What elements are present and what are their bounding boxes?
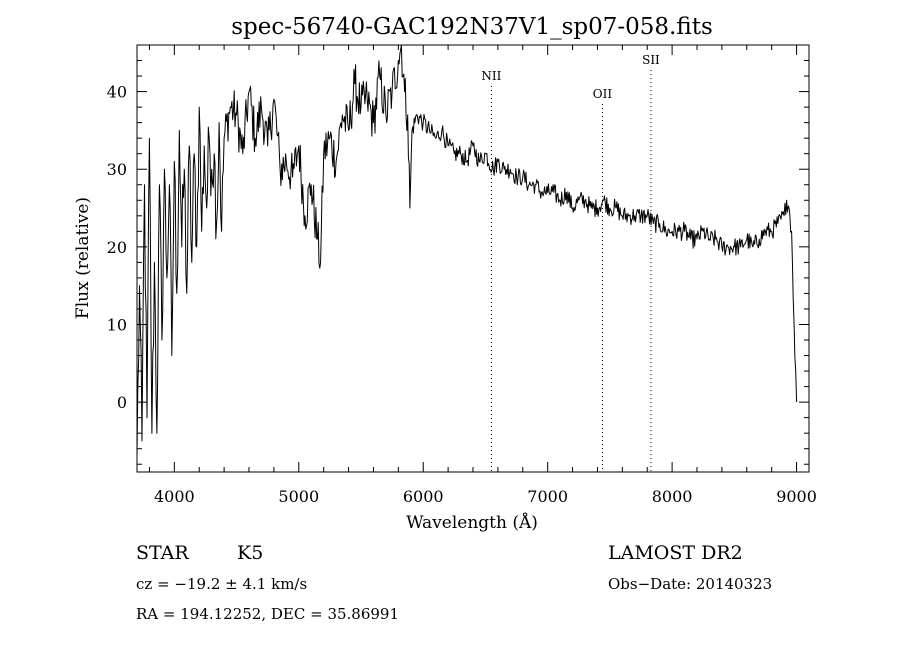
- y-tick-label: 0: [117, 393, 127, 412]
- coordinates-annotation: RA = 194.12252, DEC = 35.86991: [136, 605, 399, 623]
- marker-label: SII: [642, 53, 660, 67]
- y-tick-label: 40: [107, 83, 127, 102]
- object-class: STAR: [136, 542, 189, 564]
- y-axis-label: Flux (relative): [73, 197, 93, 319]
- x-tick-label: 5000: [278, 487, 319, 506]
- chart-title: spec-56740-GAC192N37V1_sp07-058.fits: [231, 14, 713, 40]
- x-tick-label: 6000: [403, 487, 444, 506]
- object-subclass: K5: [237, 542, 263, 564]
- x-tick-label: 8000: [652, 487, 693, 506]
- spectrum-line: [136, 44, 798, 457]
- x-axis-ticks: 4000 5000 6000 7000 8000 9000: [148, 45, 817, 506]
- x-tick-label: 7000: [527, 487, 568, 506]
- x-axis-label: Wavelength (Å): [406, 512, 538, 533]
- x-tick-label: 4000: [154, 487, 195, 506]
- x-tick-label: 9000: [776, 487, 817, 506]
- y-tick-label: 10: [107, 315, 127, 334]
- marker-label: OII: [593, 87, 613, 101]
- emission-line-markers: NII OII SII: [481, 53, 660, 472]
- survey-name: LAMOST DR2: [608, 542, 743, 564]
- y-tick-label: 30: [107, 160, 127, 179]
- y-axis-ticks: 0 10 20 30 40: [107, 60, 809, 465]
- cz-annotation: cz = −19.2 ± 4.1 km/s: [136, 575, 307, 593]
- obs-date-annotation: Obs−Date: 20140323: [608, 575, 772, 593]
- marker-label: NII: [481, 69, 501, 83]
- y-tick-label: 20: [107, 238, 127, 257]
